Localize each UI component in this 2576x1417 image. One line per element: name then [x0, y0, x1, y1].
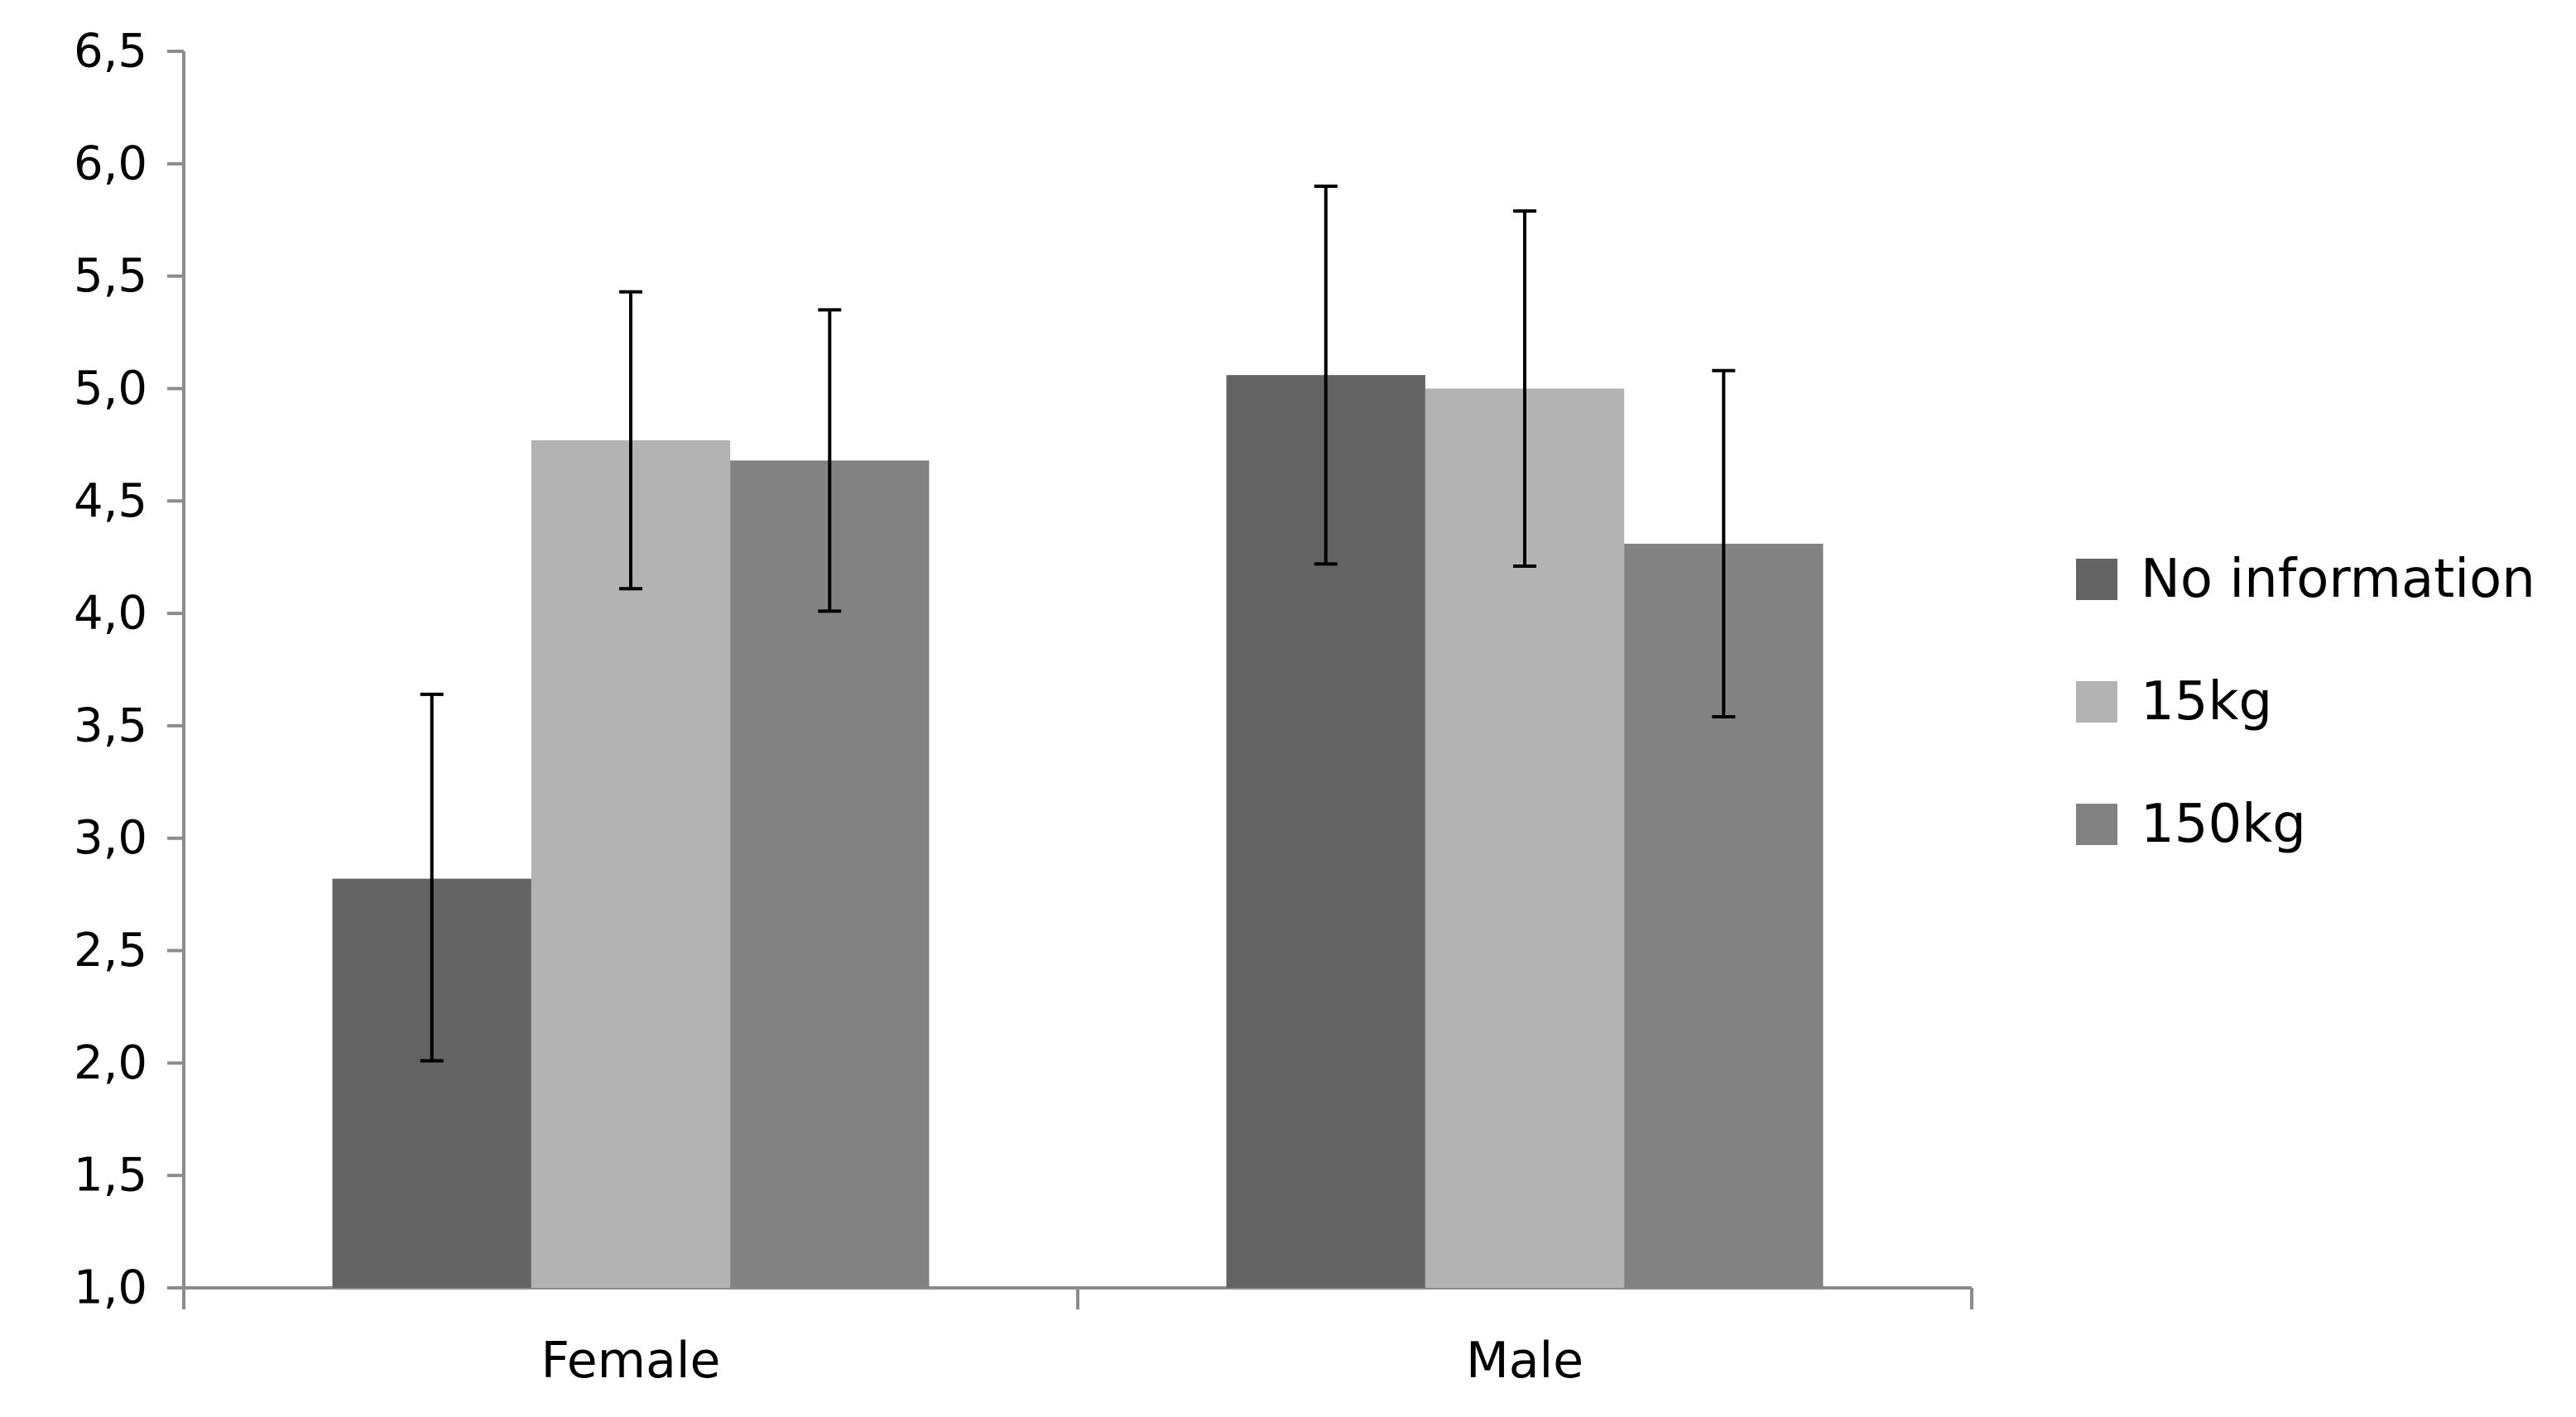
legend-swatch [2076, 681, 2117, 723]
y-tick-label: 5,0 [74, 362, 147, 415]
legend-label: 150kg [2141, 794, 2306, 855]
error-bars [420, 184, 1736, 1063]
y-tick-label: 3,5 [74, 699, 147, 752]
y-tick-label: 5,5 [74, 249, 147, 303]
y-tick-label: 3,0 [74, 811, 147, 865]
x-category-label: Male [1466, 1332, 1584, 1390]
bars [332, 375, 1824, 1288]
y-tick-label: 2,5 [74, 924, 147, 977]
x-category-label: Female [541, 1332, 721, 1390]
legend-swatch [2076, 804, 2117, 845]
y-tick-label: 1,5 [74, 1149, 147, 1203]
axes: 1,0 1,5 2,0 2,5 3,0 3,5 4,0 4,5 5,0 5,5 6,0 6,5 Fema… [74, 25, 1973, 1390]
y-tick-label: 6,0 [74, 137, 147, 190]
legend: No information 15kg 150kg [2076, 549, 2535, 855]
y-tick-label: 1,0 [74, 1261, 147, 1315]
y-tick-label: 4,5 [74, 474, 147, 528]
y-tick-label: 2,0 [74, 1036, 147, 1090]
y-tick-label: 4,0 [74, 587, 147, 641]
y-tick-label: 6,5 [74, 25, 147, 79]
legend-swatch [2076, 559, 2117, 600]
legend-label: No information [2141, 549, 2535, 610]
legend-label: 15kg [2141, 671, 2272, 733]
